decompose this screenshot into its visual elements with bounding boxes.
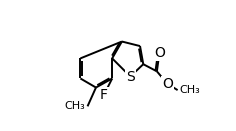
- Text: CH₃: CH₃: [65, 101, 86, 111]
- Text: F: F: [100, 88, 108, 102]
- Text: O: O: [154, 46, 165, 59]
- Text: CH₃: CH₃: [180, 85, 200, 95]
- Text: S: S: [126, 70, 135, 84]
- Text: O: O: [162, 77, 173, 91]
